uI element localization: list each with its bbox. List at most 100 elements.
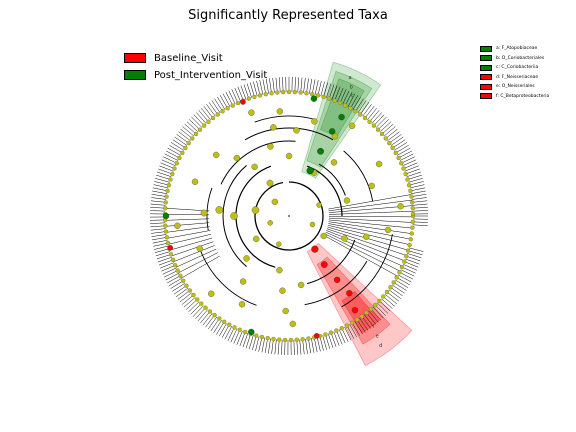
leaf-node (174, 161, 179, 166)
branch-arc (220, 140, 296, 185)
leaf-node (193, 131, 199, 137)
leaf-node (170, 257, 176, 262)
taxon-node (282, 307, 289, 315)
taxa-legend-entry: e: O_Neisseriales (480, 82, 549, 92)
taxa-swatch (480, 83, 492, 90)
branch-arc (304, 260, 368, 306)
significant-node-green (310, 95, 318, 102)
significant-node-red (320, 261, 328, 268)
branch-arc (306, 239, 356, 285)
clade-letter: c (351, 93, 354, 99)
legend-entry-baseline: Baseline_Visit (124, 50, 267, 66)
leaf-node (225, 106, 230, 111)
taxa-label: b: O_Coriobacteriales (496, 55, 545, 61)
leaf-node (387, 140, 392, 146)
leaf-node (337, 100, 343, 106)
leaf-node (315, 93, 321, 98)
leaf-node (263, 92, 268, 97)
leaf-node (409, 231, 414, 236)
leaf-node (409, 194, 414, 199)
leaf-node (281, 89, 286, 95)
leaf-node (181, 278, 186, 283)
legend-label-post-intervention: Post_Intervention_Visit (154, 69, 268, 81)
leaf-node (222, 319, 227, 324)
figure-title: Significantly Represented Taxa (188, 8, 388, 23)
taxon-node (251, 163, 258, 171)
taxon-node (270, 124, 277, 131)
taxa-label: d: F_Neisseriaceae (496, 74, 539, 80)
taxon-node (191, 178, 199, 185)
leaf-node (334, 328, 339, 333)
leaf-node (207, 309, 213, 314)
leaf-node (300, 337, 305, 342)
leaf-node (246, 96, 251, 101)
leaf-node (168, 177, 173, 182)
leaf-node (399, 264, 405, 270)
clade-letter: b (350, 84, 353, 90)
branch-arc (341, 234, 393, 308)
leaf-node (408, 237, 413, 242)
branch-arc (222, 165, 247, 267)
taxa-label: e: O_Neisseriales (496, 84, 535, 90)
leaf-node (405, 248, 411, 253)
taxon-node (341, 235, 348, 242)
taxa-swatch (480, 45, 492, 52)
leaf-node (243, 329, 248, 335)
leaf-node (168, 252, 174, 257)
leaf-node (399, 161, 404, 166)
leaf-node (404, 254, 409, 259)
leaf-node (408, 188, 413, 194)
leaf-node (394, 275, 399, 280)
leaf-node (190, 136, 195, 141)
taxon-node (297, 281, 305, 289)
taxon-node (233, 154, 241, 162)
branch-arc (318, 163, 346, 196)
leaf-node (288, 337, 294, 343)
leaf-node (177, 155, 182, 161)
significant-node-red (333, 276, 341, 284)
leaf-node (235, 100, 241, 106)
leaf-node (401, 166, 406, 171)
leaf-node (354, 317, 360, 322)
leaf-node (384, 289, 390, 295)
taxa-label: f: C_Betaproteobacteria (496, 93, 550, 99)
taxon-node (397, 203, 404, 210)
taxon-node (309, 221, 316, 228)
taxon-node (320, 232, 327, 240)
taxon-node (196, 245, 203, 252)
leaf-node (215, 112, 220, 117)
leaf-branch-ring (149, 77, 428, 356)
leaf-node (163, 206, 168, 211)
leaf-node (381, 294, 386, 299)
branch-arc (254, 181, 324, 251)
leaf-node (383, 136, 388, 141)
root-node (288, 215, 290, 217)
group-legend: Baseline_Visit Post_Intervention_Visit (124, 50, 267, 84)
leaf-node (327, 96, 332, 101)
leaf-node (259, 334, 265, 340)
leaf-node (203, 305, 208, 310)
significant-node-red (351, 307, 359, 314)
leaf-node (186, 140, 191, 146)
taxon-node (253, 235, 260, 243)
significant-node-red (346, 290, 353, 297)
leaf-node (164, 194, 169, 199)
taxa-legend: a: F_Atopobiaceae b: O_Coriobacteriales … (480, 44, 549, 101)
clade-letter: a (348, 75, 351, 81)
leaf-node (292, 89, 297, 95)
taxon-node (174, 222, 181, 229)
leaf-node (406, 183, 412, 188)
leaf-node (368, 306, 374, 312)
clade-letter: d (379, 343, 382, 349)
leaf-node (410, 206, 415, 211)
taxa-legend-entry: f: C_Betaproteobacteria (480, 92, 549, 102)
taxon-node (251, 206, 260, 214)
leaf-node (175, 268, 180, 273)
leaf-node (323, 332, 328, 337)
leaf-node (343, 103, 348, 108)
leaf-node (410, 219, 416, 224)
significant-node-green (338, 113, 345, 121)
leaf-node (187, 288, 192, 293)
significant-node-red (240, 99, 246, 105)
